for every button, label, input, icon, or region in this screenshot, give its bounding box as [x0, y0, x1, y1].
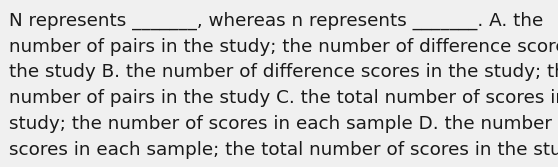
Text: scores in each sample; the total number of scores in the study: scores in each sample; the total number … [9, 141, 558, 159]
Text: number of pairs in the study; the number of difference scores in: number of pairs in the study; the number… [9, 38, 558, 56]
Text: study; the number of scores in each sample D. the number of: study; the number of scores in each samp… [9, 115, 558, 133]
Text: the study B. the number of difference scores in the study; the: the study B. the number of difference sc… [9, 63, 558, 81]
Text: N represents _______, whereas n represents _______. A. the: N represents _______, whereas n represen… [9, 12, 543, 30]
Text: number of pairs in the study C. the total number of scores in the: number of pairs in the study C. the tota… [9, 89, 558, 107]
